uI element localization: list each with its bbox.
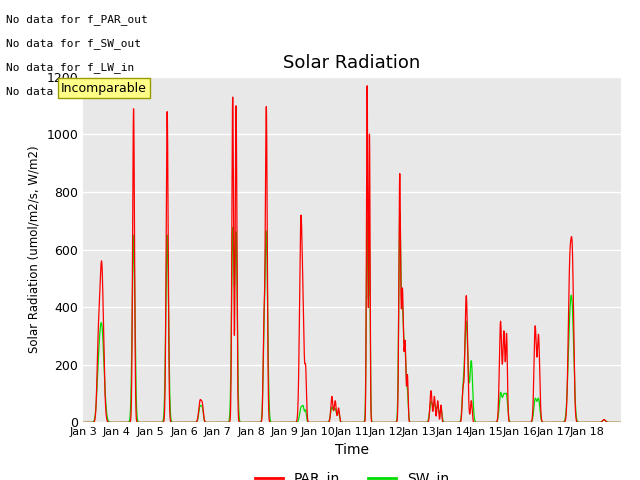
Text: No data for f_LW_in: No data for f_LW_in [6, 62, 134, 73]
Text: No data for f_LW_out: No data for f_LW_out [6, 86, 141, 97]
Text: Incomparable: Incomparable [61, 82, 147, 95]
Text: No data for f_SW_out: No data for f_SW_out [6, 38, 141, 49]
Legend: PAR_in, SW_in: PAR_in, SW_in [250, 466, 454, 480]
Text: No data for f_PAR_out: No data for f_PAR_out [6, 14, 148, 25]
X-axis label: Time: Time [335, 443, 369, 457]
Y-axis label: Solar Radiation (umol/m2/s, W/m2): Solar Radiation (umol/m2/s, W/m2) [28, 146, 41, 353]
Title: Solar Radiation: Solar Radiation [284, 54, 420, 72]
